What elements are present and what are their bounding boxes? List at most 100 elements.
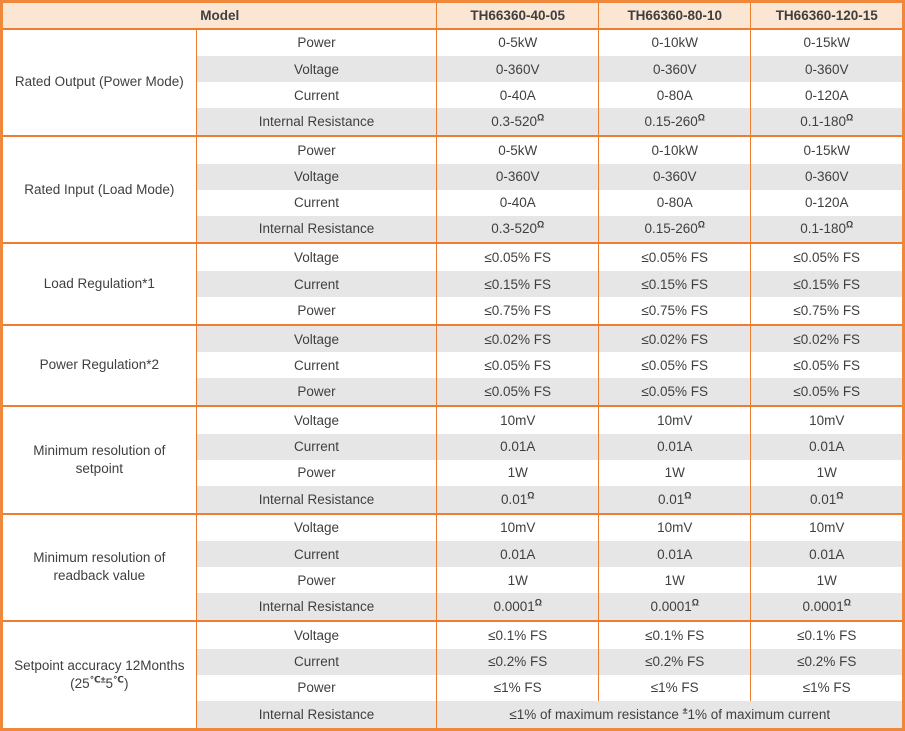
param-cell: Power <box>195 297 437 325</box>
param-cell: Voltage <box>195 512 437 542</box>
table-row: Power ≤0.05% FS ≤0.05% FS ≤0.05% FS <box>2 378 904 407</box>
value-cell: ≤0.05% FS <box>597 378 751 407</box>
value-cell: 0.01Ω <box>436 485 599 514</box>
param-cell: Current <box>195 271 437 298</box>
value-cell: 10mV <box>750 512 904 542</box>
value-cell: 1W <box>750 459 904 486</box>
value-cell: 0.1-180Ω <box>750 215 904 244</box>
value-cell: 0.0001Ω <box>436 593 599 621</box>
table-row: Power 1W 1W 1W <box>2 567 904 594</box>
value-cell: 0-360V <box>436 163 599 190</box>
column-header-model-3: TH66360-120-15 <box>750 1 904 29</box>
value-cell: 0-360V <box>597 163 751 190</box>
table-row: Current 0.01A 0.01A 0.01A <box>2 541 904 568</box>
superscript-unit: ℃ <box>113 674 124 685</box>
group-label-line: Minimum resolution of <box>33 550 166 566</box>
value-cell: 0.3-520Ω <box>436 108 599 136</box>
group-label-line: Rated Input (Load Mode) <box>24 181 175 197</box>
value-cell: ≤0.2% FS <box>436 648 599 675</box>
value-cell: ≤0.05% FS <box>750 242 904 272</box>
param-cell: Current <box>195 648 437 675</box>
value-cell: 0-5kW <box>436 27 599 57</box>
table-row: Current 0.01A 0.01A 0.01A <box>2 433 904 460</box>
value-cell: 10mV <box>597 405 751 434</box>
superscript-unit: ℃± <box>89 674 106 685</box>
value-cell: ≤0.02% FS <box>597 323 751 353</box>
value-cell: 10mV <box>436 512 599 542</box>
param-cell: Voltage <box>195 242 437 272</box>
value-cell: ≤0.05% FS <box>436 242 599 272</box>
param-cell: Voltage <box>195 163 437 190</box>
value-cell: ≤0.15% FS <box>750 271 904 298</box>
param-cell: Voltage <box>195 323 437 353</box>
group-label-line: setpoint <box>75 460 123 476</box>
superscript-unit: Ω <box>684 490 692 501</box>
value-cell: 0-80A <box>597 82 751 109</box>
group-label-line: Load Regulation*1 <box>43 276 155 292</box>
value-cell: ≤0.15% FS <box>436 271 599 298</box>
value-cell: ≤1% of maximum resistance ±1% of maximum… <box>436 700 904 730</box>
value-cell: ≤0.15% FS <box>597 271 751 298</box>
group-label-line: Power Regulation*2 <box>39 357 159 373</box>
param-cell: Power <box>195 567 437 594</box>
group-label-line: Rated Output (Power Mode) <box>14 74 184 90</box>
value-cell: ≤0.05% FS <box>597 242 751 272</box>
model-header-cell: Model <box>1 1 437 29</box>
value-cell: 0-360V <box>750 163 904 190</box>
value-cell: 1W <box>750 567 904 594</box>
table-row: Internal Resistance ≤1% of maximum resist… <box>2 700 904 730</box>
table-row: Current 0-40A 0-80A 0-120A <box>2 189 904 216</box>
value-cell: 0-80A <box>597 189 751 216</box>
value-cell: 1W <box>436 567 599 594</box>
group-label-line: readback value <box>53 568 146 584</box>
superscript-unit: Ω <box>697 112 705 123</box>
value-cell: 0.01Ω <box>750 485 904 514</box>
table-row: Voltage 0-360V 0-360V 0-360V <box>2 56 904 83</box>
value-cell: ≤0.05% FS <box>750 352 904 379</box>
group-label-cell: Rated Input (Load Mode) <box>1 134 197 244</box>
value-cell: 1W <box>436 459 599 486</box>
value-cell: ≤0.02% FS <box>436 323 599 353</box>
table-row: Rated Output (Power Mode) Power 0-5kW 0-10k… <box>1 27 904 136</box>
column-header-model-2: TH66360-80-10 <box>597 1 751 29</box>
table-row: Internal Resistance 0.3-520Ω 0.15-260Ω 0.1-… <box>2 108 904 136</box>
value-cell: 10mV <box>597 512 751 542</box>
value-cell: 0-5kW <box>436 134 599 164</box>
group-label-cell: Power Regulation*2 <box>1 323 197 407</box>
group-label-cell: Rated Output (Power Mode) <box>1 27 197 136</box>
param-cell: Power <box>195 134 437 164</box>
value-cell: ≤0.1% FS <box>597 619 751 649</box>
param-cell: Power <box>195 459 437 486</box>
param-cell: Power <box>195 378 437 407</box>
value-cell: ≤0.02% FS <box>750 323 904 353</box>
value-cell: 1W <box>597 567 751 594</box>
value-cell: 0.1-180Ω <box>750 108 904 136</box>
group-label-line: Minimum resolution of <box>33 442 166 458</box>
table-row: Internal Resistance 0.01Ω 0.01Ω 0.01Ω <box>2 485 904 514</box>
param-cell: Current <box>195 433 437 460</box>
value-cell: 0.01A <box>597 433 751 460</box>
value-cell: ≤0.75% FS <box>436 297 599 325</box>
value-cell: ≤0.1% FS <box>436 619 599 649</box>
param-cell: Internal Resistance <box>195 108 437 136</box>
value-cell: 0-40A <box>436 189 599 216</box>
value-cell: 0.01Ω <box>597 485 751 514</box>
table-row: Minimum resolution of setpoint Voltage 10mV… <box>1 405 904 514</box>
value-cell: 0.15-260Ω <box>597 108 751 136</box>
value-cell: 0-15kW <box>750 27 904 57</box>
table-row: Power 1W 1W 1W <box>2 459 904 486</box>
value-cell: ≤0.75% FS <box>597 297 751 325</box>
superscript-unit: Ω <box>536 219 545 230</box>
table-row: Voltage 0-360V 0-360V 0-360V <box>2 163 904 190</box>
value-cell: ≤0.1% FS <box>750 619 904 649</box>
param-cell: Voltage <box>195 56 437 83</box>
param-cell: Internal Resistance <box>195 485 437 514</box>
table-row: Setpoint accuracy 12Months (25℃±5℃) Voltag… <box>1 619 904 730</box>
group-label-line: (25℃±5℃) <box>70 674 129 691</box>
param-cell: Internal Resistance <box>195 215 437 244</box>
column-header-model-1: TH66360-40-05 <box>436 1 599 29</box>
value-cell: 0.15-260Ω <box>597 215 751 244</box>
value-cell: 0.01A <box>750 541 904 568</box>
value-cell: ≤0.75% FS <box>750 297 904 325</box>
